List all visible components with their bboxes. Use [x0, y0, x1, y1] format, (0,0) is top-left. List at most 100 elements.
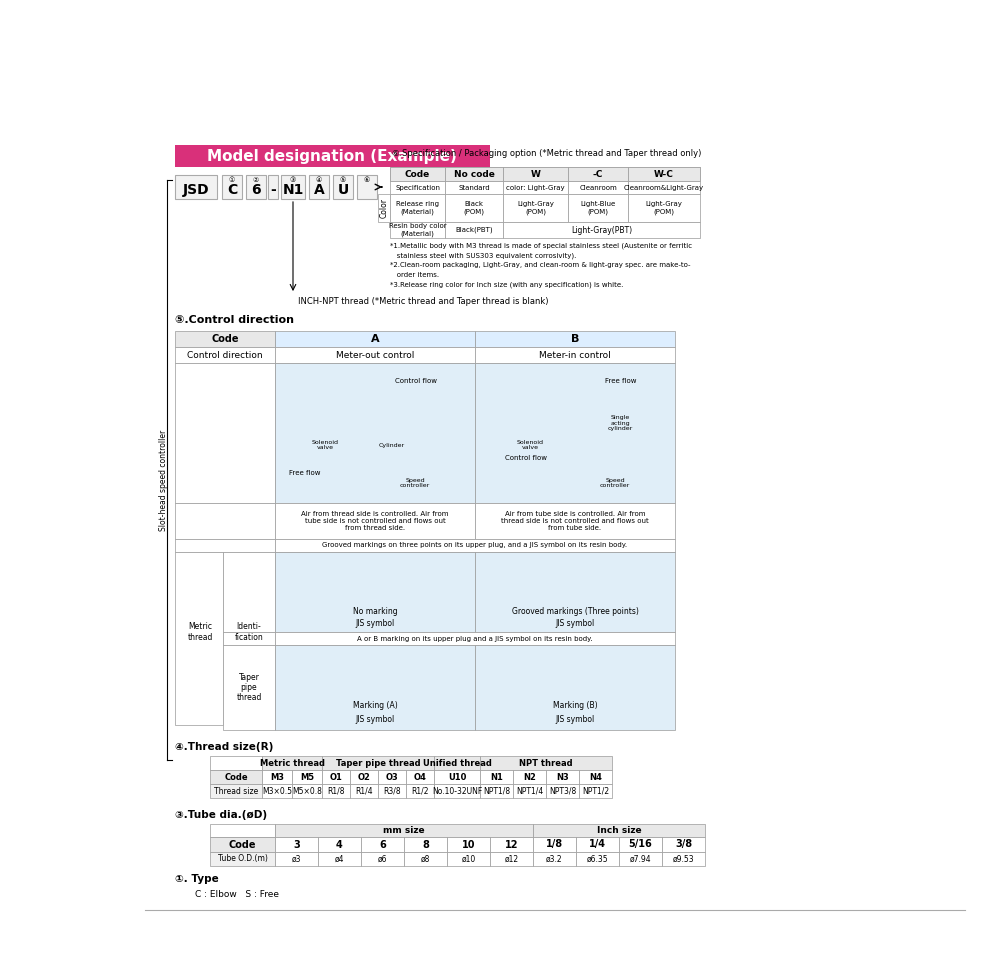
Bar [333, 175, 353, 199]
Text: ⑤: ⑤ [340, 177, 346, 183]
Text: Black
(POM): Black (POM) [464, 202, 484, 215]
Text: ø3.2: ø3.2 [546, 855, 563, 863]
Text: JIS symbol: JIS symbol [355, 619, 395, 629]
Bar [318, 852, 361, 866]
Bar [513, 770, 546, 784]
Bar [175, 347, 275, 363]
Bar [579, 770, 612, 784]
Text: ⑤.Control direction: ⑤.Control direction [175, 315, 294, 325]
Text: 4: 4 [336, 839, 343, 850]
Text: Code: Code [211, 334, 239, 344]
Bar [175, 552, 223, 725]
Bar [434, 770, 480, 784]
Bar [246, 175, 266, 199]
Text: C : Elbow   S : Free: C : Elbow S : Free [195, 890, 279, 899]
Text: A: A [314, 183, 324, 197]
Bar [210, 784, 262, 798]
Bar [275, 852, 318, 866]
Bar [275, 837, 318, 852]
Text: Color: Color [380, 198, 388, 218]
Bar [275, 363, 475, 503]
Bar [322, 756, 434, 770]
Bar [475, 552, 675, 632]
Text: 5/16: 5/16 [629, 839, 652, 850]
Bar [628, 194, 700, 222]
Text: ③.Tube dia.(øD): ③.Tube dia.(øD) [175, 810, 267, 820]
Bar [503, 181, 568, 194]
Text: U10: U10 [448, 772, 466, 782]
Bar [275, 824, 533, 837]
Text: Tube O.D.(m): Tube O.D.(m) [218, 855, 267, 863]
Bar [309, 175, 329, 199]
Text: NPT thread: NPT thread [519, 759, 573, 767]
Text: No.10-32UNF: No.10-32UNF [432, 787, 482, 796]
Text: Slot-head speed controller: Slot-head speed controller [158, 429, 168, 531]
Text: N1: N1 [490, 772, 503, 782]
Text: R1/2: R1/2 [411, 787, 429, 796]
Text: Air from thread side is controlled. Air from
tube side is not controlled and flo: Air from thread side is controlled. Air … [301, 511, 449, 531]
Bar [275, 331, 475, 347]
Bar [404, 852, 447, 866]
Text: *3.Release ring color for Inch size (with any specification) is white.: *3.Release ring color for Inch size (wit… [390, 282, 623, 289]
Bar [292, 784, 322, 798]
Bar [628, 181, 700, 194]
Bar [576, 837, 619, 852]
Bar [475, 347, 675, 363]
Bar [275, 552, 475, 632]
Text: ⑥.Specification / Packaging option (*Metric thread and Taper thread only): ⑥.Specification / Packaging option (*Met… [392, 148, 701, 158]
Bar [434, 784, 480, 798]
Text: Light-Gray
(POM): Light-Gray (POM) [646, 202, 682, 215]
Bar [350, 770, 378, 784]
Bar [404, 837, 447, 852]
Bar [490, 852, 533, 866]
Bar [361, 852, 404, 866]
Text: O1: O1 [330, 772, 342, 782]
Text: Speed
controller: Speed controller [400, 478, 430, 488]
Text: ①. Type: ①. Type [175, 874, 219, 884]
Text: *2.Clean-room packaging, Light-Gray, and clean-room & light-gray spec. are make-: *2.Clean-room packaging, Light-Gray, and… [390, 262, 690, 268]
Bar [175, 503, 275, 539]
Bar [480, 770, 513, 784]
Text: M5: M5 [300, 772, 314, 782]
Bar [445, 167, 503, 181]
Bar [447, 837, 490, 852]
Text: ø12: ø12 [504, 855, 519, 863]
Bar [322, 770, 350, 784]
Bar [480, 756, 612, 770]
Text: ø10: ø10 [461, 855, 476, 863]
Bar [390, 222, 445, 238]
Text: Thread size: Thread size [214, 787, 258, 796]
Bar [475, 331, 675, 347]
Text: Taper pipe thread: Taper pipe thread [336, 759, 420, 767]
Bar [406, 784, 434, 798]
Text: stainless steel with SUS303 equivalent corrosivity).: stainless steel with SUS303 equivalent c… [390, 252, 576, 259]
Text: Free flow: Free flow [605, 378, 637, 384]
Bar [576, 852, 619, 866]
Bar [568, 181, 628, 194]
Text: JIS symbol: JIS symbol [355, 714, 395, 724]
Bar [210, 837, 275, 852]
Bar [390, 167, 445, 181]
Text: Solenoid
valve: Solenoid valve [312, 440, 338, 451]
Bar [318, 837, 361, 852]
Bar [662, 837, 705, 852]
Bar [579, 784, 612, 798]
Text: 12: 12 [505, 839, 518, 850]
Text: A: A [371, 334, 379, 344]
Bar [619, 852, 662, 866]
Text: ø8: ø8 [421, 855, 430, 863]
Text: N3: N3 [556, 772, 569, 782]
Text: Code: Code [229, 839, 256, 850]
Text: M3: M3 [270, 772, 284, 782]
Text: Resin body color
(Material): Resin body color (Material) [389, 223, 446, 236]
Text: Identi-
fication: Identi- fication [235, 622, 263, 641]
Bar [223, 552, 275, 632]
Text: JSD: JSD [183, 183, 209, 197]
Bar [533, 837, 576, 852]
Text: O2: O2 [358, 772, 370, 782]
Bar [175, 539, 275, 552]
Text: JIS symbol: JIS symbol [555, 714, 595, 724]
Text: Metric
thread: Metric thread [187, 622, 213, 641]
Bar [503, 167, 568, 181]
Text: M5×0.8: M5×0.8 [292, 787, 322, 796]
